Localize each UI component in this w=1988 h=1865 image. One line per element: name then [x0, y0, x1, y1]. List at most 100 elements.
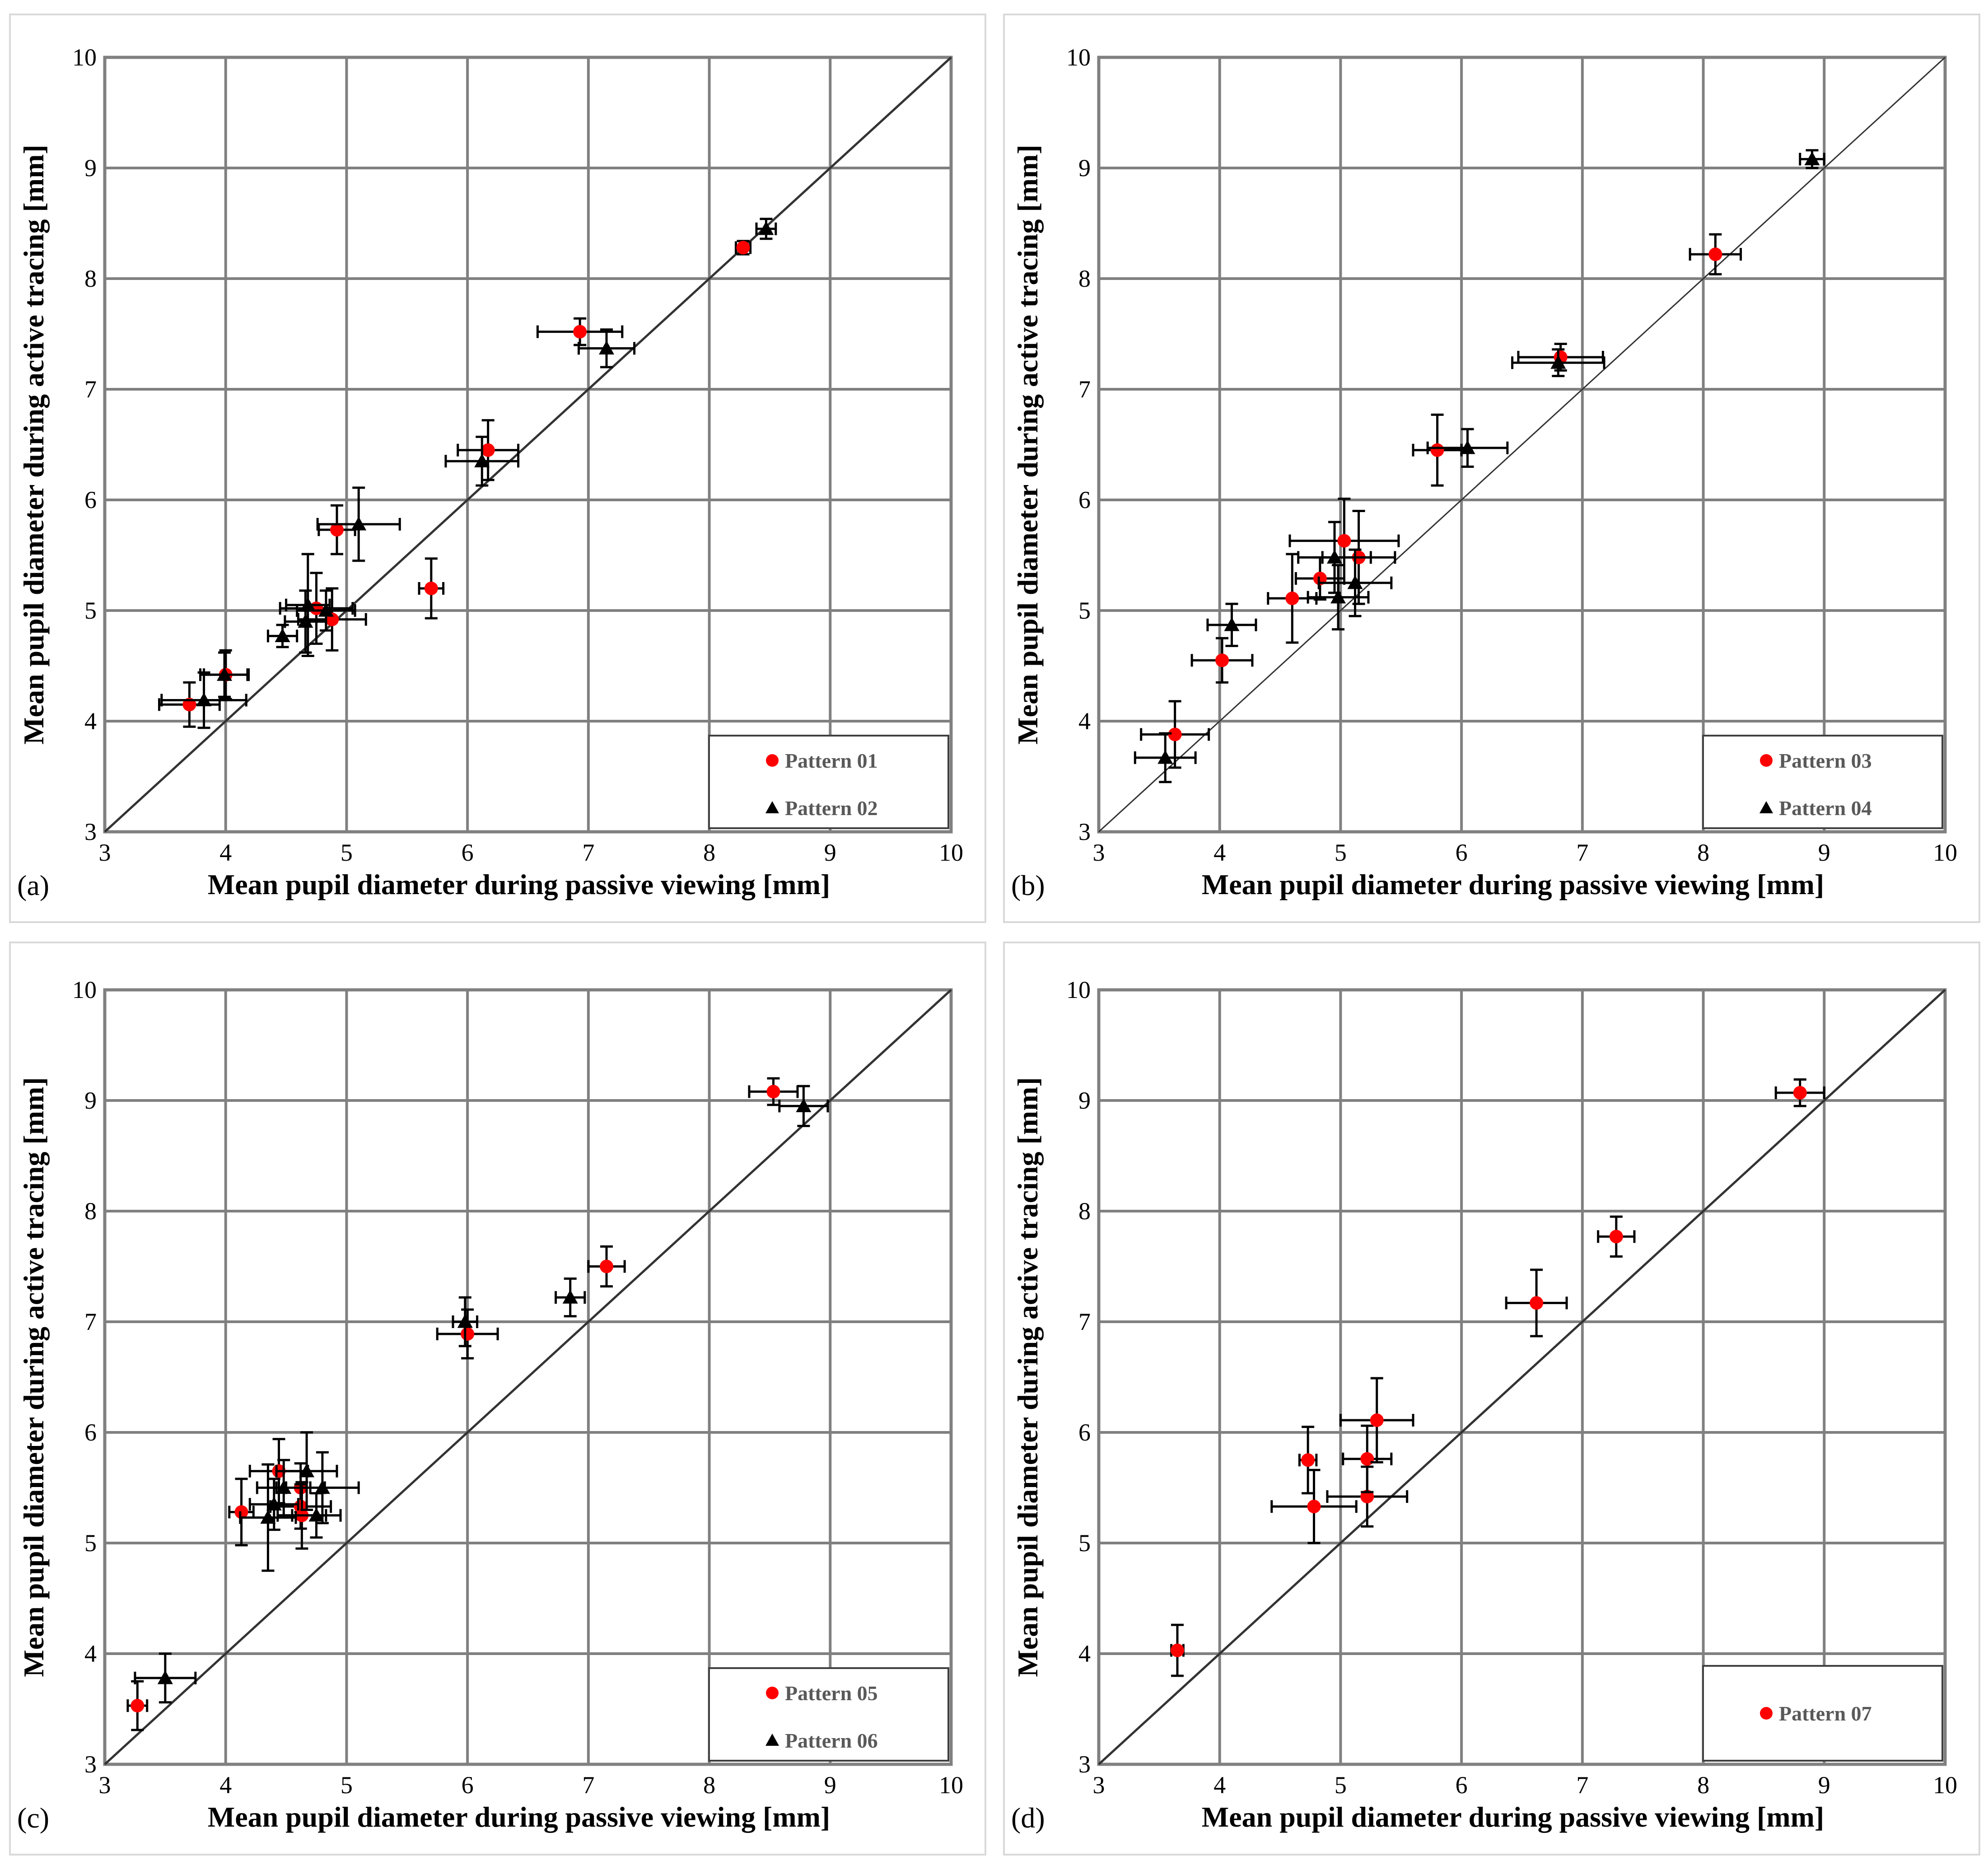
data-point-triangle [796, 1098, 812, 1112]
y-tick-label: 4 [1078, 1640, 1091, 1667]
panel-label: (d) [1011, 1802, 1045, 1834]
data-point-triangle [299, 1463, 315, 1478]
x-tick-label: 4 [219, 839, 232, 866]
x-tick-label: 5 [341, 839, 353, 866]
data-point-circle [1430, 443, 1444, 457]
x-axis-title: Mean pupil diameter during passive viewi… [208, 868, 830, 900]
panel-label: (a) [17, 869, 49, 901]
data-point-group [317, 504, 356, 555]
legend-marker-triangle [765, 801, 779, 813]
data-point-group [1298, 1426, 1318, 1495]
legend-marker-triangle [1759, 801, 1773, 813]
data-point-group [734, 240, 752, 256]
reference-line-y-equals-x [104, 989, 952, 1765]
data-point-group [587, 1245, 626, 1288]
y-tick-label: 5 [1078, 1529, 1091, 1557]
data-point-circle [573, 325, 587, 339]
data-point-triangle [1330, 589, 1346, 604]
legend-box [1702, 1665, 1943, 1762]
y-tick-label: 3 [84, 1751, 97, 1778]
x-tick-label: 6 [1456, 1772, 1468, 1799]
y-tick-label: 9 [1078, 154, 1091, 182]
y-tick-label: 9 [84, 1087, 97, 1114]
series-pattern-04 [1134, 149, 1825, 783]
x-tick-label: 7 [582, 1772, 594, 1799]
data-point-group [1134, 732, 1197, 783]
data-point-circle [1708, 247, 1722, 261]
data-point-circle [1215, 653, 1229, 667]
data-point-group [239, 1463, 297, 1572]
legend-label: Pattern 01 [785, 749, 878, 772]
data-point-group [297, 587, 367, 652]
x-tick-label: 3 [1093, 839, 1105, 866]
data-point-group [285, 553, 331, 657]
data-point-group [1206, 602, 1257, 647]
legend: Pattern 05 Pattern 06 [708, 1667, 949, 1762]
panel-label: (c) [17, 1802, 49, 1834]
x-tick-label: 4 [1213, 839, 1226, 866]
y-tick-label: 7 [84, 1308, 97, 1335]
data-point-triangle [474, 453, 490, 467]
x-tick-label: 8 [1697, 839, 1709, 866]
y-tick-label: 8 [84, 265, 97, 292]
data-point-group [536, 317, 624, 346]
legend-label: Pattern 07 [1779, 1702, 1872, 1725]
y-tick-label: 10 [72, 44, 97, 71]
x-axis-title: Mean pupil diameter during passive viewi… [1202, 868, 1824, 900]
data-point-triangle [758, 221, 774, 235]
reference-line-y-equals-x [1098, 989, 1946, 1765]
y-tick-label: 3 [1078, 818, 1091, 845]
legend-marker-triangle [765, 1734, 779, 1746]
data-point-group [1426, 428, 1509, 468]
x-tick-label: 7 [582, 839, 594, 866]
x-tick-label: 3 [1093, 1772, 1105, 1799]
data-point-group [577, 328, 636, 368]
y-tick-label: 5 [84, 597, 97, 624]
y-tick-label: 7 [1078, 376, 1091, 403]
data-point-triangle [1550, 355, 1566, 369]
y-tick-label: 3 [1078, 1751, 1091, 1778]
legend: Pattern 03 Pattern 04 [1702, 735, 1943, 829]
data-point-group [1297, 521, 1372, 594]
data-point-triangle [266, 1497, 282, 1511]
plot-border [103, 56, 953, 834]
data-point-triangle [1347, 575, 1363, 589]
data-point-group [1270, 1469, 1358, 1544]
data-point-circle [1168, 727, 1182, 741]
data-point-group [1307, 564, 1370, 631]
data-point-group [1412, 413, 1463, 487]
x-tick-label: 5 [341, 1772, 353, 1799]
y-tick-label: 5 [1078, 597, 1091, 624]
x-axis-title: Mean pupil diameter during passive viewi… [1202, 1801, 1824, 1833]
legend-marker-circle [1760, 754, 1773, 767]
y-axis-title: Mean pupil diameter during active tracin… [1012, 145, 1044, 744]
y-tick-label: 6 [84, 1419, 97, 1446]
x-tick-label: 6 [1456, 839, 1468, 866]
data-point-triangle [1327, 550, 1343, 564]
legend-box [1702, 735, 1943, 829]
data-point-triangle [276, 1480, 292, 1494]
chart-panel-a: 3 4 5 6 7 8 9 10 3 4 5 6 7 8 9 10 Mean pupil diameter du… [0, 0, 994, 932]
data-point-circle [1793, 1086, 1807, 1100]
legend: Pattern 07 [1702, 1665, 1943, 1762]
y-tick-label: 8 [84, 1198, 97, 1225]
data-point-circle [481, 443, 495, 457]
data-point-group [1774, 1078, 1825, 1107]
chart-panel-d: 3 4 5 6 7 8 9 10 3 4 5 6 7 8 9 10 Mean pupil diameter du… [994, 932, 1988, 1865]
data-point-circle [1337, 534, 1351, 548]
data-point-triangle [308, 1507, 324, 1522]
data-point-triangle [196, 692, 212, 707]
x-tick-label: 3 [99, 1772, 111, 1799]
y-axis-title: Mean pupil diameter during active tracin… [18, 1077, 50, 1677]
data-point-triangle [275, 628, 290, 642]
data-point-group [1190, 637, 1254, 684]
data-point-triangle [217, 667, 233, 681]
y-tick-label: 5 [84, 1529, 97, 1557]
data-point-circle [1301, 1453, 1315, 1467]
data-point-triangle [1157, 750, 1173, 764]
legend-marker-circle [766, 754, 779, 767]
data-point-triangle [1460, 440, 1475, 454]
x-tick-label: 10 [1933, 1772, 1957, 1799]
data-point-triangle [318, 603, 334, 617]
data-point-circle [131, 1699, 145, 1713]
